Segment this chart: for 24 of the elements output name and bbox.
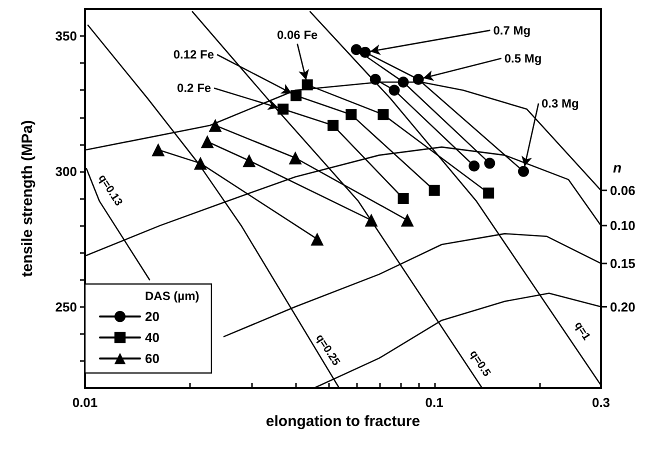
legend-label: 60 bbox=[145, 351, 160, 366]
x-axis-title: elongation to fracture bbox=[266, 413, 420, 430]
x-tick-label: 0.3 bbox=[592, 395, 610, 410]
annotation: 0.7 Mg bbox=[493, 23, 531, 38]
text: 0.20 bbox=[610, 299, 636, 314]
y-tick-label: 250 bbox=[55, 299, 77, 314]
x-tick-label: 0.01 bbox=[72, 395, 98, 410]
x-tick-label: 0.1 bbox=[425, 395, 444, 410]
y-tick-label: 350 bbox=[55, 28, 77, 44]
legend-label: 20 bbox=[145, 309, 160, 324]
y2-axis-title: n bbox=[613, 159, 622, 176]
text: 0.10 bbox=[610, 218, 636, 234]
annotation: 0.06 Fe bbox=[276, 28, 318, 42]
y-tick-label: 300 bbox=[55, 164, 77, 179]
y-axis-title: tensile strength (MPa) bbox=[19, 120, 36, 277]
text: 0.06 bbox=[610, 182, 636, 198]
annotation: 0.3 Mg bbox=[542, 96, 579, 110]
text: 0.15 bbox=[610, 256, 636, 271]
annotation: 0.12 Fe bbox=[173, 48, 214, 62]
annotation: q=1 bbox=[572, 320, 592, 342]
legend-title: DAS (µm) bbox=[145, 289, 200, 303]
legend-label: 40 bbox=[145, 330, 160, 345]
annotation: 0.2 Fe bbox=[177, 81, 212, 96]
annotation: 0.5 Mg bbox=[504, 51, 542, 66]
